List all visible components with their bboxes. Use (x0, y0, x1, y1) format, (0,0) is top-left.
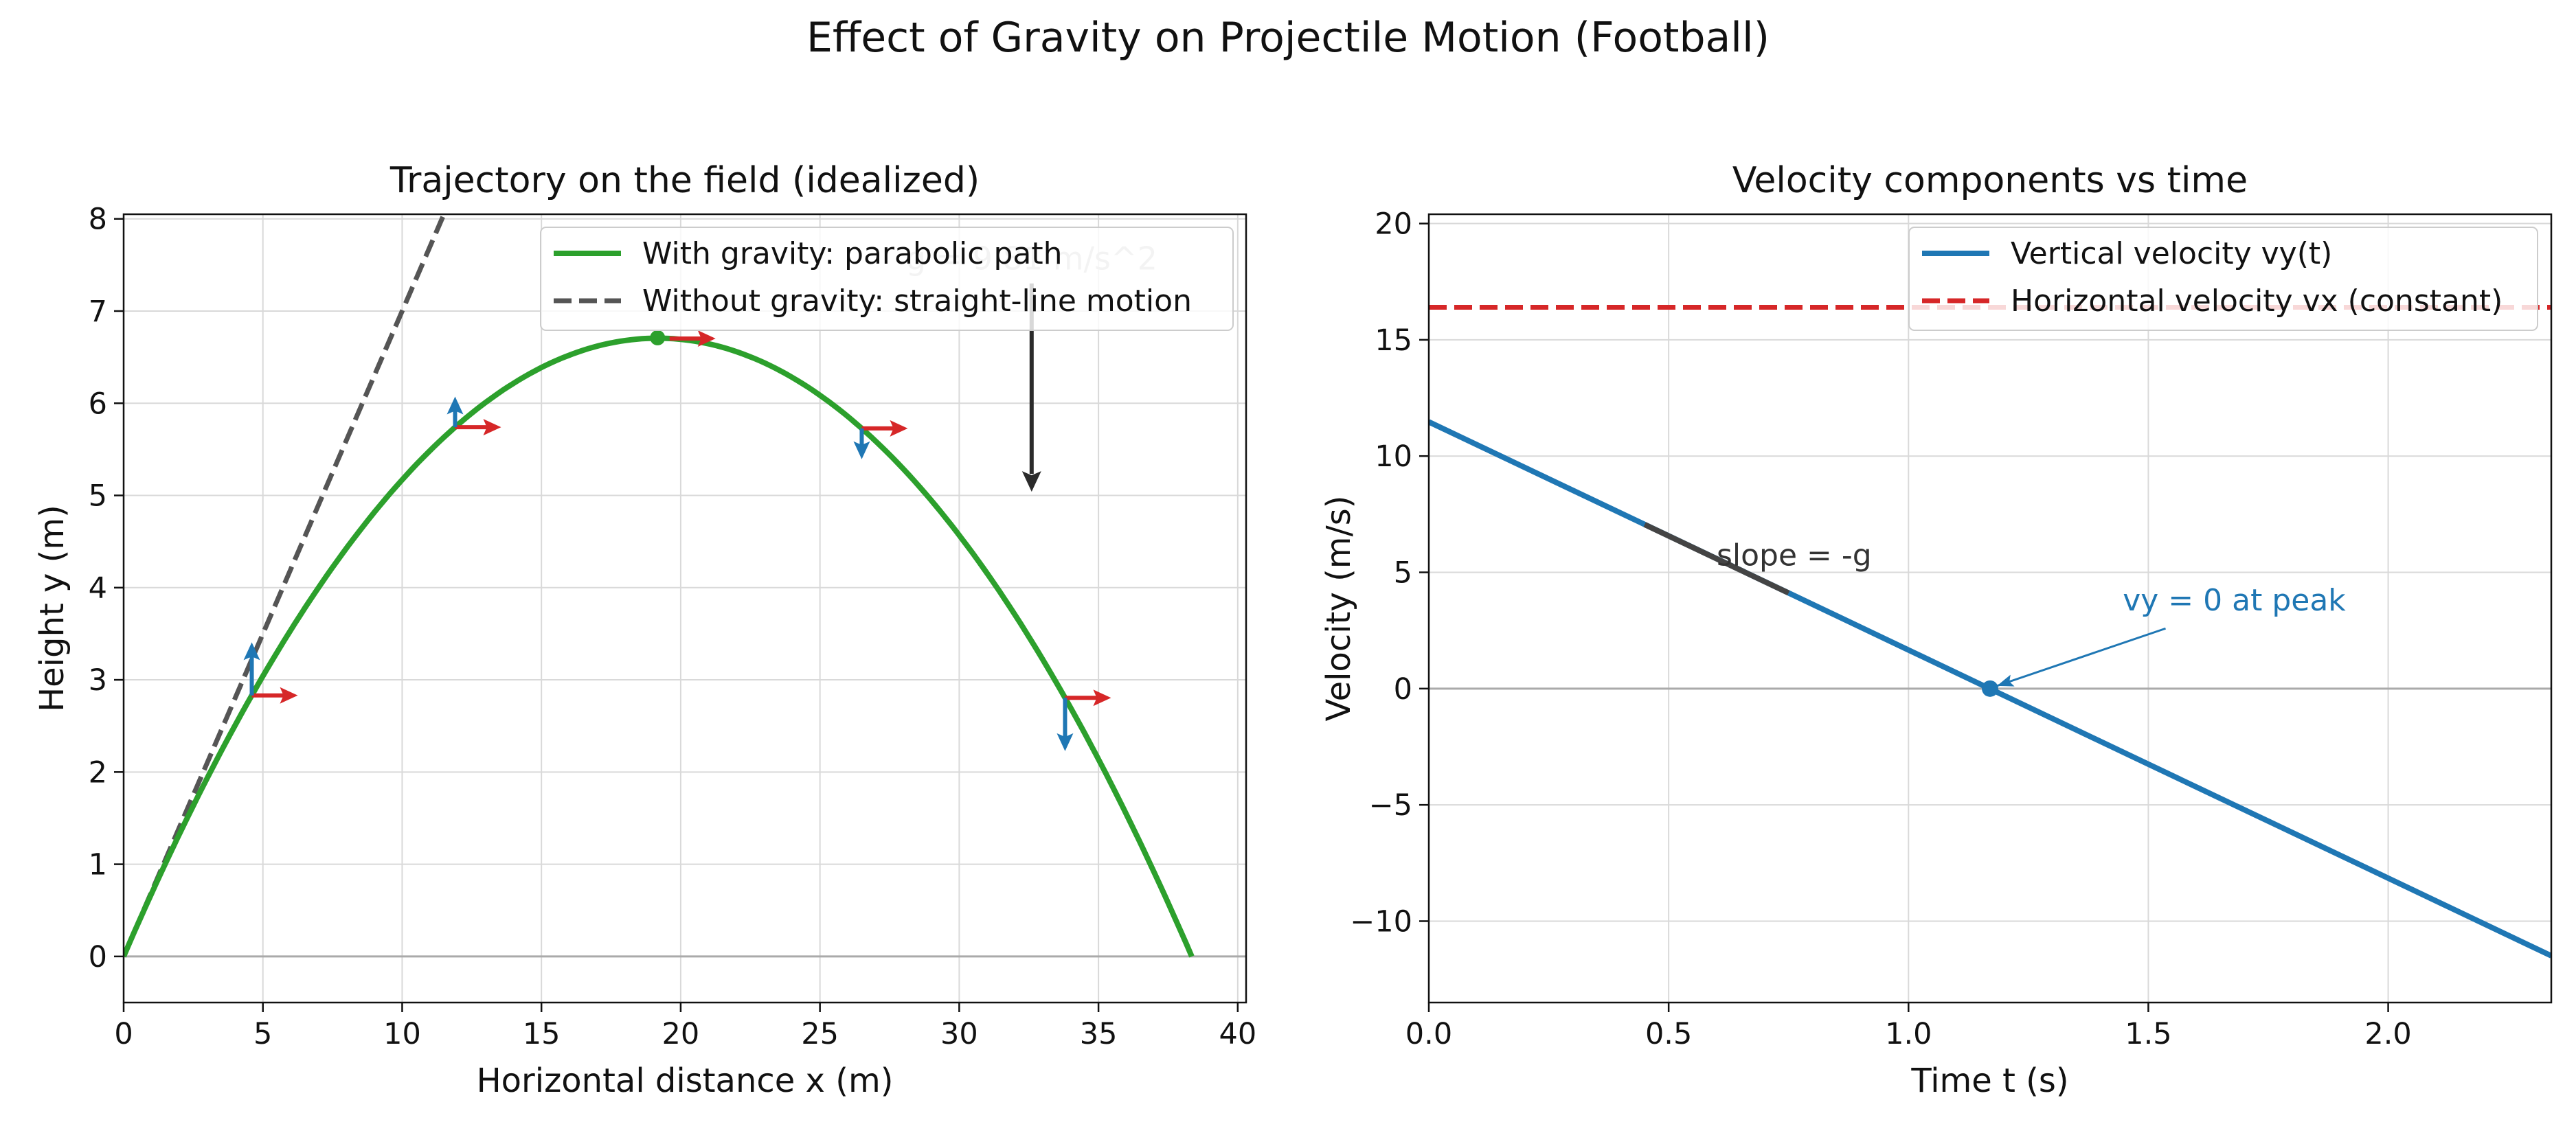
vertical-velocity-arrowhead (1057, 733, 1074, 751)
legend-label-with-gravity: With gravity: parabolic path (642, 236, 1063, 271)
velocity-panel: Velocity components vs time slope = -g vy… (1320, 160, 2553, 1100)
series-vy (1429, 419, 2551, 959)
trajectory-legend: With gravity: parabolic path Without gra… (540, 227, 1234, 331)
trajectory-x-axis-label: Horizontal distance x (m) (477, 1062, 894, 1100)
vy-zero-marker (1982, 680, 1998, 697)
trajectory-peak-marker (650, 330, 666, 345)
velocity-x-tick-label: 2.0 (2364, 1017, 2411, 1051)
legend-label-vx: Horizontal velocity vx (constant) (2011, 284, 2502, 319)
legend-label-without-gravity: Without gravity: straight-line motion (642, 284, 1192, 319)
velocity-x-axis-label: Time t (s) (1910, 1062, 2068, 1100)
trajectory-x-tick-label: 20 (662, 1017, 700, 1051)
velocity-axes-frame (1427, 213, 2553, 1004)
vy-peak-annotation: vy = 0 at peak (2123, 583, 2346, 618)
trajectory-x-tick-label: 5 (253, 1017, 272, 1051)
velocity-y-axis-label: Velocity (m/s) (1320, 496, 1358, 722)
trajectory-panel: Trajectory on the field (idealized) g = … (33, 160, 1257, 1100)
velocity-y-tick-label: −5 (1369, 788, 1412, 823)
horizontal-velocity-arrowhead (697, 330, 716, 347)
velocity-x-tick-label: 0.0 (1405, 1017, 1452, 1051)
trajectory-plot-area: g = 9.81 m/s^2 (124, 214, 1246, 958)
horizontal-velocity-arrowhead (280, 687, 298, 704)
trajectory-legend-box (540, 227, 1234, 331)
trajectory-axes-frame (122, 213, 1247, 1004)
trajectory-y-tick-label: 1 (89, 848, 107, 882)
vertical-velocity-arrowhead (447, 396, 464, 415)
trajectory-x-tick-label: 0 (114, 1017, 133, 1051)
trajectory-x-tick-label: 40 (1219, 1017, 1256, 1051)
vy-peak-annotation-arrowhead (1997, 674, 2015, 687)
vertical-velocity-arrowhead (243, 642, 260, 661)
velocity-y-tick-label: 0 (1394, 672, 1412, 707)
trajectory-y-tick-label: 6 (89, 387, 107, 421)
horizontal-velocity-arrowhead (1093, 689, 1111, 707)
horizontal-velocity-arrowhead (890, 420, 908, 437)
trajectory-x-tick-label: 25 (801, 1017, 839, 1051)
velocity-x-tick-label: 1.0 (1885, 1017, 1932, 1051)
series-without-gravity (124, 214, 447, 958)
trajectory-y-tick-label: 5 (89, 479, 107, 514)
slope-segment (1643, 522, 1790, 596)
trajectory-grid (123, 214, 1246, 1003)
trajectory-y-tick-label: 4 (89, 571, 107, 606)
trajectory-x-tick-label: 15 (523, 1017, 561, 1051)
velocity-legend: Vertical velocity vy(t) Horizontal veloc… (1908, 227, 2538, 331)
velocity-ticks: 0.0 0.5 1.0 1.5 2.0 −10 −5 0 5 10 15 20 (1350, 207, 2412, 1051)
trajectory-ticks: 0 5 10 15 20 25 30 35 40 0 1 2 3 4 5 6 7 8 (89, 203, 1257, 1051)
velocity-y-tick-label: 5 (1394, 556, 1412, 591)
velocity-plot-area: slope = -g vy = 0 at peak (1429, 304, 2551, 959)
gravity-arrowhead (1021, 471, 1041, 492)
slope-label: slope = -g (1717, 538, 1872, 573)
trajectory-x-tick-label: 30 (940, 1017, 978, 1051)
velocity-legend-box (1908, 227, 2538, 331)
velocity-y-tick-label: 15 (1375, 323, 1412, 358)
velocity-y-tick-label: 10 (1375, 439, 1412, 474)
trajectory-x-tick-label: 35 (1080, 1017, 1118, 1051)
vy-peak-annotation-arrow (1996, 627, 2167, 687)
trajectory-y-tick-label: 3 (89, 663, 107, 698)
horizontal-velocity-arrowhead (483, 419, 501, 436)
velocity-x-tick-label: 0.5 (1645, 1017, 1692, 1051)
velocity-y-tick-label: 20 (1375, 207, 1412, 242)
velocity-x-tick-label: 1.5 (2125, 1017, 2171, 1051)
legend-label-vy: Vertical velocity vy(t) (2011, 236, 2332, 271)
velocity-y-tick-label: −10 (1350, 904, 1412, 939)
trajectory-y-axis-label: Height y (m) (33, 505, 71, 712)
trajectory-y-tick-label: 8 (89, 203, 107, 237)
trajectory-y-tick-label: 2 (89, 755, 107, 790)
trajectory-y-tick-label: 7 (89, 295, 107, 329)
trajectory-panel-title: Trajectory on the field (idealized) (389, 160, 980, 201)
vertical-velocity-arrowhead (853, 441, 870, 459)
velocity-panel-title: Velocity components vs time (1732, 160, 2248, 201)
velocity-grid (1428, 214, 2551, 1003)
trajectory-y-tick-label: 0 (89, 940, 107, 974)
figure-title: Effect of Gravity on Projectile Motion (… (806, 14, 1770, 62)
trajectory-x-tick-label: 10 (383, 1017, 421, 1051)
